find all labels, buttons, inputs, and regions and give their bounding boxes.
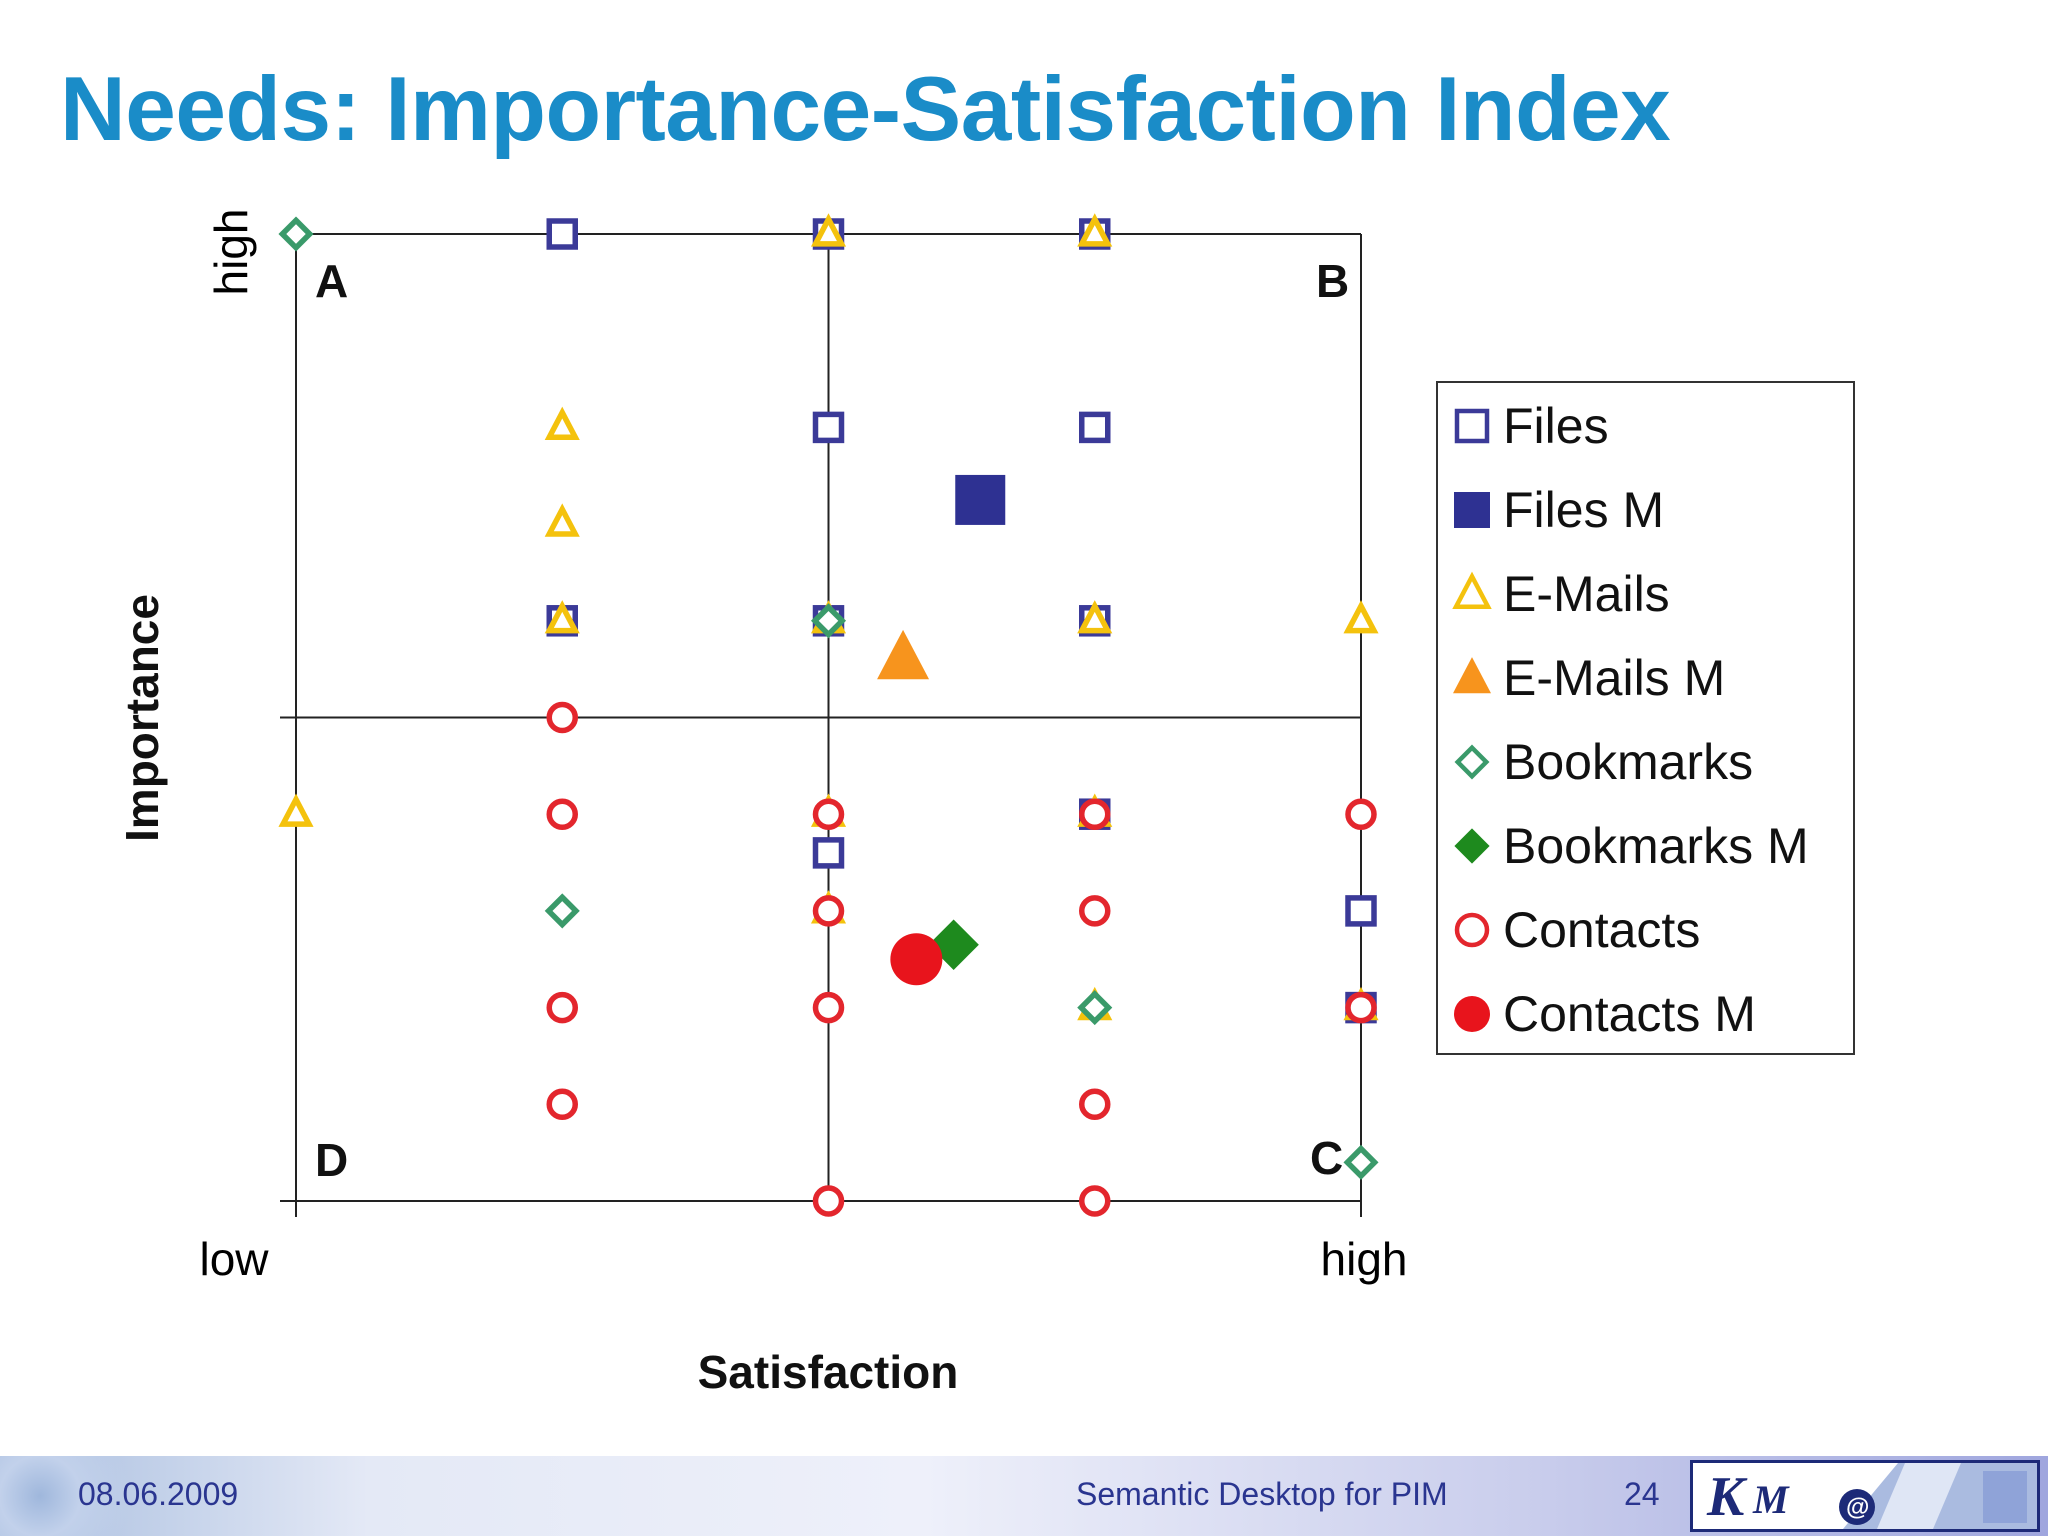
legend-marker-e-mails [1452,571,1492,610]
contacts-point-0 [546,701,578,734]
contacts-m-point-0 [890,933,943,986]
bookmarks-point-2 [544,893,580,929]
e-mails-point-0 [810,213,847,247]
quadrant-label-b: B [1316,255,1349,307]
quadrant-label-c: C [1310,1132,1343,1184]
quadrant-label-a: A [315,255,348,307]
e-mails-point-3 [544,503,580,537]
legend-label-files: Files [1503,398,1609,454]
contacts-point-6 [1079,895,1111,927]
contacts-point-3 [1079,798,1111,830]
globe-decoration [0,1456,150,1536]
chart-text: Importance Satisfaction high low high A … [116,209,1407,1398]
files-point-3 [812,411,845,444]
contacts-point-2 [812,798,845,830]
legend-label-bookmarks: Bookmarks [1503,734,1753,790]
files-point-9 [812,837,845,869]
legend-label-e-mails-m: E-Mails M [1503,650,1725,706]
x-tick-label-high: high [1321,1233,1408,1285]
contacts-point-1 [546,798,578,830]
y-tick-label-high: high [205,209,257,296]
legend-box [1436,381,1855,1055]
slide-title: Needs: Importance-Satisfaction Index [60,59,1671,160]
contacts-point-8 [812,991,845,1024]
bookmarks-point-0 [278,216,314,252]
legend-marker-files-m [1454,492,1490,528]
files-point-0 [546,218,578,250]
legend-marker-files [1454,408,1490,444]
legend: Files Files M E-Mails E-Mails M Bookmarks Boo… [1436,381,1855,1055]
quadrant-label-d: D [315,1134,348,1186]
svg-text:K: K [1706,1466,1748,1528]
e-mails-point-1 [1077,213,1113,247]
footer-presentation-title: Semantic Desktop for PIM [1076,1476,1448,1512]
e-mails-point-7 [1343,600,1379,634]
e-mails-m-point-0 [877,629,930,680]
scatter-chart: Importance Satisfaction high low high A … [116,209,1855,1398]
bookmarks-point-4 [1343,1144,1379,1180]
svg-text:M: M [1752,1477,1790,1522]
contacts-point-13 [1079,1185,1111,1217]
legend-marker-contacts-m [1454,996,1490,1032]
e-mails-point-2 [544,406,580,441]
footer-date: 08.06.2009 [78,1476,239,1512]
data-points [278,213,1379,1217]
e-mails-point-6 [1077,600,1113,634]
x-axis-title: Satisfaction [698,1346,959,1398]
bookmarks-point-1 [810,603,847,639]
legend-marker-e-mails-m [1453,657,1491,694]
legend-marker-bookmarks-m [1454,828,1490,864]
legend-marker-contacts [1454,912,1490,948]
svg-text:@: @ [1846,1494,1869,1521]
files-m-point-0 [955,474,1006,525]
page-number: 24 [1624,1476,1660,1512]
bookmarks-point-3 [1077,990,1113,1026]
contacts-point-5 [812,895,845,927]
legend-label-bookmarks-m: Bookmarks M [1503,818,1809,874]
contacts-point-7 [546,991,578,1024]
contacts-point-11 [1079,1088,1111,1121]
contacts-point-10 [546,1088,578,1121]
contacts-point-9 [1345,991,1377,1024]
footer: 08.06.2009 Semantic Desktop for PIM 24 K… [0,1456,2048,1536]
files-point-4 [1079,411,1111,444]
e-mails-point-4 [544,600,580,634]
legend-label-files-m: Files M [1503,482,1664,538]
legend-label-contacts-m: Contacts M [1503,986,1756,1042]
y-axis-title: Importance [116,594,168,842]
x-tick-label-low: low [199,1233,269,1285]
km-dfki-logo: K M @ [1690,1460,2040,1532]
contacts-point-12 [812,1185,845,1217]
legend-marker-bookmarks [1454,744,1490,780]
legend-label-e-mails: E-Mails [1503,566,1670,622]
chart-frame [280,233,1362,1217]
legend-label-contacts: Contacts [1503,902,1700,958]
logo-graphic: K M @ [1706,1463,2037,1529]
e-mails-point-8 [278,793,314,827]
files-point-10 [1345,895,1377,927]
contacts-point-4 [1345,798,1377,830]
